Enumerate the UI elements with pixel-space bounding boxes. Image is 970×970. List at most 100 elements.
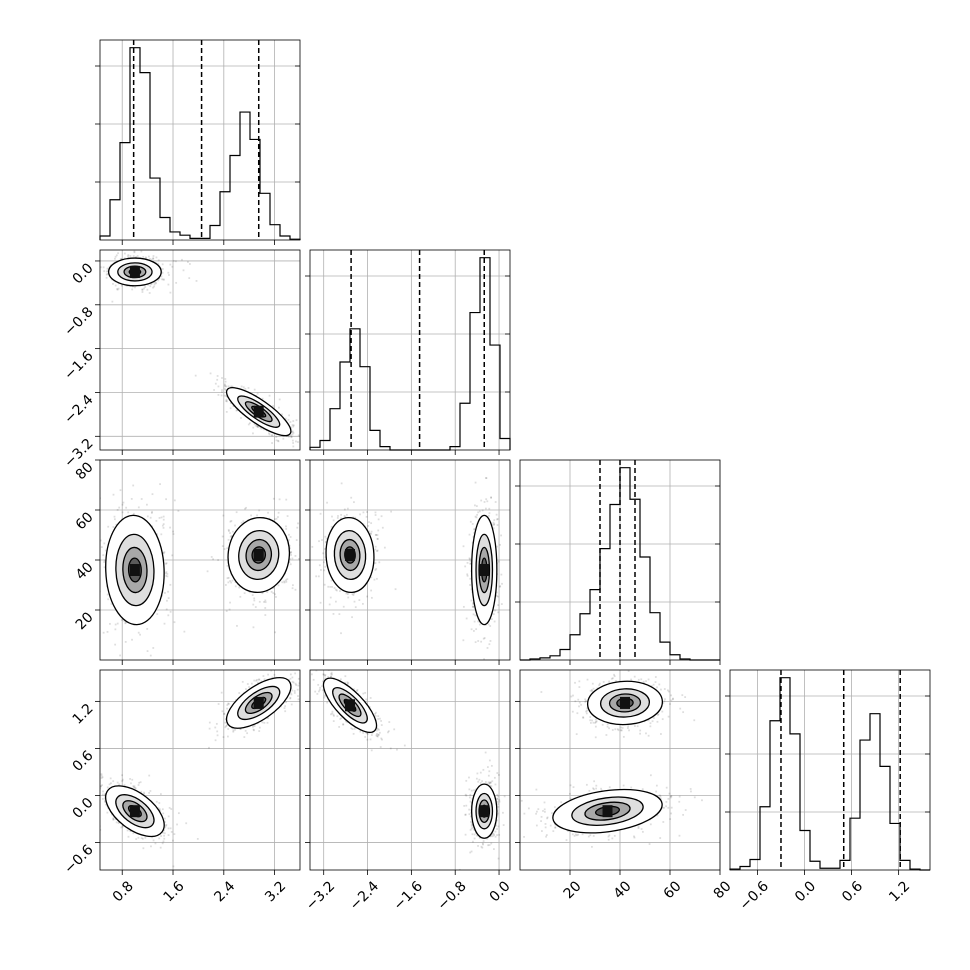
sample-point: [226, 577, 229, 580]
sample-point: [291, 424, 294, 426]
sample-point: [164, 592, 166, 594]
sample-point: [281, 413, 283, 416]
sample-point: [131, 285, 134, 288]
sample-point: [289, 536, 292, 538]
sample-point: [259, 426, 262, 429]
sample-point: [217, 559, 220, 561]
sample-point: [161, 268, 164, 270]
sample-point: [261, 592, 264, 595]
sample-point: [106, 272, 109, 275]
sample-point: [262, 428, 265, 431]
sample-point: [102, 631, 105, 634]
sample-point: [133, 251, 136, 254]
sample-point: [264, 599, 267, 602]
sample-point: [268, 433, 271, 436]
sample-point: [314, 435, 316, 437]
sample-point: [152, 255, 155, 257]
sample-point: [294, 588, 297, 591]
sample-point: [152, 647, 155, 649]
sample-point: [302, 446, 304, 448]
sample-point: [157, 279, 160, 282]
sample-point: [112, 526, 115, 528]
sample-point: [118, 506, 121, 509]
sample-point: [148, 791, 151, 794]
sample-point: [256, 392, 259, 395]
sample-point: [272, 592, 275, 595]
sample-point: [140, 250, 143, 253]
sample-point: [115, 523, 118, 526]
sample-point: [277, 584, 280, 587]
sample-point: [285, 528, 288, 530]
sample-point: [223, 548, 226, 550]
sample-point: [224, 388, 226, 391]
sample-point: [92, 534, 94, 536]
sample-point: [150, 282, 153, 285]
sample-point: [228, 530, 230, 532]
sample-point: [144, 256, 147, 259]
sample-point: [113, 515, 116, 518]
sample-point: [242, 386, 245, 389]
sample-point: [166, 575, 169, 578]
sample-point: [121, 511, 124, 514]
sample-point: [131, 638, 133, 641]
sample-point: [227, 528, 230, 531]
sample-point: [253, 423, 256, 425]
sample-point: [258, 600, 261, 603]
sample-point: [247, 387, 250, 389]
sample-point: [282, 437, 285, 440]
sample-point: [139, 633, 141, 636]
sample-point: [236, 409, 239, 411]
sample-point: [290, 436, 293, 439]
sample-point: [141, 288, 144, 291]
sample-point: [152, 286, 154, 289]
sample-point: [292, 584, 294, 587]
sample-point: [161, 263, 164, 266]
sample-point: [288, 544, 291, 547]
sample-point: [253, 388, 256, 391]
density-peak: [129, 564, 140, 576]
sample-point: [294, 555, 297, 557]
sample-point: [103, 559, 106, 562]
sample-point: [231, 579, 234, 582]
sample-point: [291, 430, 294, 433]
sample-point: [289, 563, 292, 566]
sample-point: [121, 778, 124, 781]
sample-point: [244, 387, 247, 390]
sample-point: [95, 581, 97, 583]
sample-point: [272, 587, 275, 589]
sample-point: [284, 417, 287, 420]
sample-point: [161, 278, 163, 281]
sample-point: [100, 539, 102, 542]
x-tick-label: −0.6: [737, 878, 772, 913]
sample-point: [291, 557, 294, 560]
sample-point: [146, 503, 148, 506]
sample-point: [147, 255, 150, 258]
sample-point: [285, 580, 288, 583]
sample-point: [216, 378, 219, 381]
sample-point: [153, 281, 155, 284]
sample-point: [292, 445, 295, 448]
sample-point: [160, 533, 163, 536]
sample-point: [182, 269, 185, 272]
sample-point: [172, 533, 175, 535]
sample-point: [289, 547, 291, 550]
sample-point: [181, 258, 183, 261]
sample-point: [135, 838, 138, 840]
sample-point: [155, 256, 158, 259]
sample-point: [183, 630, 186, 633]
sample-point: [127, 511, 130, 514]
sample-point: [272, 497, 275, 500]
sample-point: [103, 561, 106, 563]
y-tick-label: −2.4: [61, 392, 96, 427]
sample-point: [288, 561, 291, 564]
sample-point: [254, 424, 257, 427]
sample-point: [88, 780, 90, 782]
sample-point: [221, 377, 223, 379]
sample-point: [131, 288, 134, 291]
sample-point: [168, 806, 171, 809]
sample-point: [124, 621, 127, 624]
sample-point: [248, 591, 251, 594]
sample-point: [131, 778, 134, 781]
sample-point: [132, 484, 135, 487]
